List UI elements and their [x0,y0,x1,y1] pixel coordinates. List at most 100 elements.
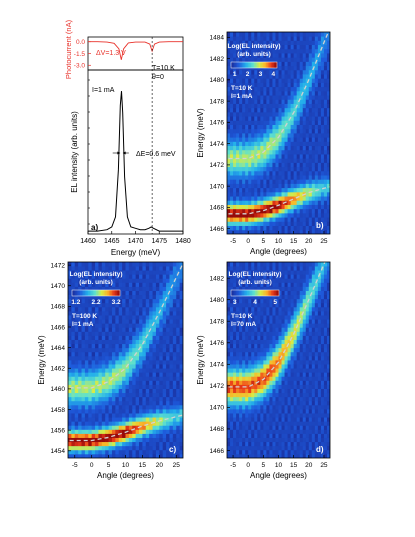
heatmap-cell [260,425,264,430]
heatmap-cell [71,384,76,389]
heatmap-cell [227,445,231,451]
heatmap-cell [260,99,264,104]
heatmap-cell [71,302,76,308]
heatmap-cell [122,400,126,406]
heatmap-cell [251,274,255,279]
heatmap-cell [266,225,270,231]
heatmap-cell [251,200,255,205]
heatmap-cell [105,396,109,402]
heatmap-cell [125,302,130,308]
heatmap-cell [152,278,157,283]
heatmap-cell [317,200,322,205]
heatmap-cell [91,262,96,267]
heatmap-cell [233,294,237,300]
colorbar-tick-label: 2.2 [91,299,100,306]
heatmap-cell [149,413,153,418]
heatmap-cell [227,111,231,117]
heatmap-cell [308,86,313,92]
heatmap-cell [311,315,316,320]
heatmap-cell [125,376,130,381]
heatmap-cell [248,380,252,385]
heatmap-cell [111,441,116,447]
heatmap-cell [251,133,255,138]
heatmap-cell [101,331,106,336]
heatmap-cell [314,392,319,398]
heatmap-cell [242,99,246,104]
heatmap-cell [166,437,170,443]
heatmap-cell [233,225,237,231]
heatmap-cell [155,388,160,394]
heatmap-cell [236,145,240,151]
heatmap-cell [290,99,295,104]
heatmap-cell [299,82,304,88]
heatmap-cell [269,111,273,117]
heatmap-cell [317,392,322,398]
heatmap-cell [251,298,255,304]
heatmap-cell [308,437,313,443]
heatmap-cell [122,302,126,308]
heatmap-cell [166,360,170,365]
heatmap-cell [266,453,270,458]
heatmap-cell [290,40,295,46]
heatmap-cell [233,162,237,168]
heatmap-cell [98,270,103,275]
heatmap-cell [251,191,255,197]
heatmap-cell [233,187,237,193]
heatmap-cell [287,133,292,138]
heatmap-cell [260,298,264,304]
heatmap-cell [233,145,237,151]
heatmap-cell [245,347,249,353]
heatmap-cell [254,360,258,365]
heatmap-cell [236,347,240,353]
heatmap-cell [239,335,243,340]
heatmap-cell [281,86,285,92]
heatmap-cell [251,103,255,109]
heatmap-cell [142,409,147,414]
heatmap-cell [326,204,330,210]
heatmap-cell [172,380,177,385]
heatmap-cell [139,368,143,373]
heatmap-cell [227,413,231,418]
heatmap-cell [290,421,295,426]
heatmap-cell [105,302,109,308]
heatmap-cell [111,360,116,365]
heatmap-cell [317,175,322,180]
heatmap-cell [305,449,310,455]
heatmap-cell [118,417,123,422]
heatmap-cell [71,372,76,377]
heatmap-cell [320,204,325,210]
heatmap-cell [111,270,116,275]
heatmap-cell [239,57,243,62]
heatmap-cell [98,437,103,443]
heatmap-cell [242,266,246,271]
heatmap-cell [248,409,252,414]
heatmap-cell [251,331,255,336]
heatmap-cell [284,74,288,79]
heatmap-cell [257,225,261,231]
heatmap-cell [172,400,177,406]
heatmap-cell [122,294,126,300]
heatmap-cell [236,372,240,377]
heatmap-cell [108,339,113,345]
heatmap-cell [263,404,267,410]
heatmap-cell [293,116,298,121]
heatmap-cell [172,364,177,369]
heatmap-cell [135,331,140,336]
heatmap-cell [101,286,106,291]
heatmap-cell [162,368,167,373]
heatmap-cell [230,294,234,300]
heatmap-cell [118,388,123,394]
x-tick-label: 15 [139,462,147,469]
heatmap-cell [287,208,292,214]
heatmap-cell [101,298,106,304]
heatmap-cell [293,413,298,418]
heatmap-cell [233,107,237,113]
heatmap-cell [266,270,270,275]
heatmap-cell [248,111,252,117]
heatmap-cell [169,364,174,369]
heatmap-cell [254,225,258,231]
heatmap-cell [314,103,319,109]
heatmap-cell [101,409,106,414]
heatmap-cell [236,48,240,54]
heatmap-cell [74,441,79,447]
